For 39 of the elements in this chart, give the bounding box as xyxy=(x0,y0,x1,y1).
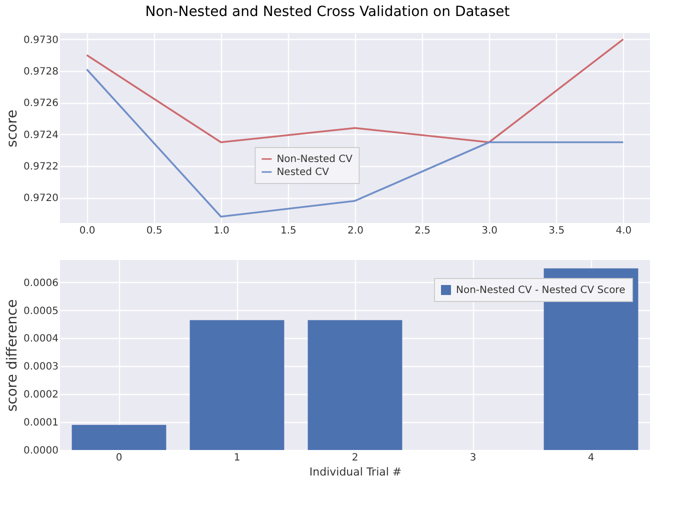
legend-label: Nested CV xyxy=(276,167,330,178)
x-tick-label: 1 xyxy=(234,452,240,464)
y-tick-label: 0.9728 xyxy=(24,66,58,78)
x-tick-label: 3.0 xyxy=(482,226,498,236)
legend-label: Non-Nested CV - Nested CV Score xyxy=(456,285,626,296)
x-tick-label: 2 xyxy=(352,452,358,464)
x-tick-label: 4.0 xyxy=(616,226,632,236)
bar xyxy=(190,320,284,450)
x-tick-label: 2.5 xyxy=(414,226,430,236)
y-tick-label: 0.0002 xyxy=(24,390,58,401)
x-tick-label: 1.0 xyxy=(213,226,230,236)
x-tick-label: 0.0 xyxy=(79,226,96,236)
line-series xyxy=(86,38,624,144)
bar xyxy=(308,320,402,450)
y-tick-label: 0.0006 xyxy=(24,278,58,289)
y-axis-title: score xyxy=(4,110,21,148)
y-tick-label: 0.0004 xyxy=(24,334,58,345)
y-tick-label: 0.0003 xyxy=(24,362,58,373)
x-tick-label: 2.0 xyxy=(348,226,364,236)
y-tick-label: 0.9724 xyxy=(24,130,58,141)
y-tick-label: 0.9730 xyxy=(24,34,58,46)
x-tick-label: 0 xyxy=(116,452,122,464)
line-series xyxy=(86,68,624,218)
y-tick-label: 0.9726 xyxy=(24,98,58,110)
y-tick-label: 0.9722 xyxy=(24,162,58,172)
bar xyxy=(72,424,166,450)
x-tick-label: 3 xyxy=(470,452,476,464)
x-tick-label: 4 xyxy=(588,452,594,464)
y-axis-title: score difference xyxy=(4,299,21,412)
legend-label: Non-Nested CV xyxy=(276,154,353,165)
x-tick-label: 3.5 xyxy=(548,226,565,236)
x-tick-label: 1.5 xyxy=(280,226,296,236)
y-tick-label: 0.0000 xyxy=(24,446,58,456)
y-tick-label: 0.0005 xyxy=(24,306,58,317)
x-axis-title: Individual Trial # xyxy=(309,466,402,478)
chart-title: Non-Nested and Nested Cross Validation on Dataset xyxy=(145,4,510,20)
y-tick-label: 0.9720 xyxy=(24,193,58,204)
y-tick-label: 0.0001 xyxy=(24,418,58,429)
x-tick-label: 0.5 xyxy=(146,226,162,236)
